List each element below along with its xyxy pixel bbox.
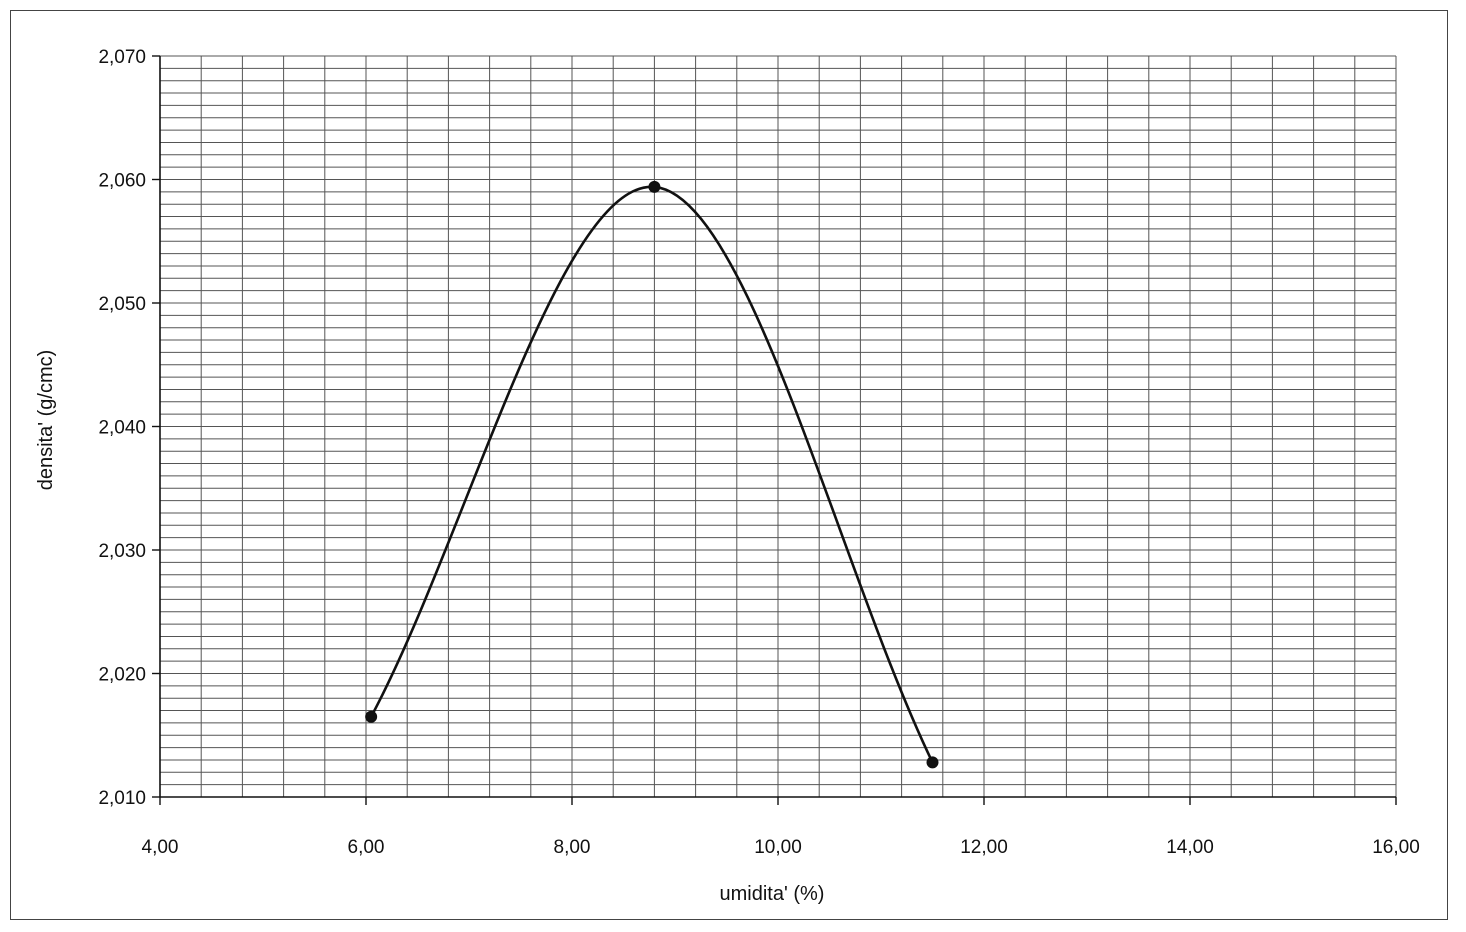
y-tick-label: 2,060: [98, 171, 146, 192]
x-tick-label: 6,00: [348, 837, 385, 858]
plot-grid: [159, 55, 1397, 798]
y-tick-label: 2,010: [98, 788, 146, 809]
x-tick-labels: 4,00 6,00 8,00 10,00 12,00 14,00 16,00: [142, 837, 1420, 858]
y-tick-label: 2,040: [98, 418, 146, 439]
x-axis-title: umidita' (%): [720, 883, 825, 905]
x-tick-label: 12,00: [960, 837, 1008, 858]
data-point: [648, 180, 661, 193]
series-line: [370, 185, 934, 763]
y-tick-label: 2,050: [98, 294, 146, 315]
plot-axes: [152, 55, 1397, 805]
data-point: [926, 756, 939, 769]
y-tick-label: 2,030: [98, 541, 146, 562]
x-tick-label: 4,00: [142, 837, 179, 858]
chart-frame: [10, 10, 1448, 920]
x-tick-label: 10,00: [754, 837, 802, 858]
y-tick-labels: 2,010 2,020 2,030 2,040 2,050 2,060 2,070: [98, 47, 146, 809]
data-point: [365, 710, 378, 723]
series-markers: [365, 180, 939, 769]
y-tick-label: 2,020: [98, 665, 146, 686]
x-tick-label: 8,00: [554, 837, 591, 858]
x-tick-label: 14,00: [1166, 837, 1214, 858]
y-axis-title: densita' (g/cmc): [35, 350, 57, 491]
y-tick-label: 2,070: [98, 47, 146, 68]
x-tick-label: 16,00: [1372, 837, 1420, 858]
